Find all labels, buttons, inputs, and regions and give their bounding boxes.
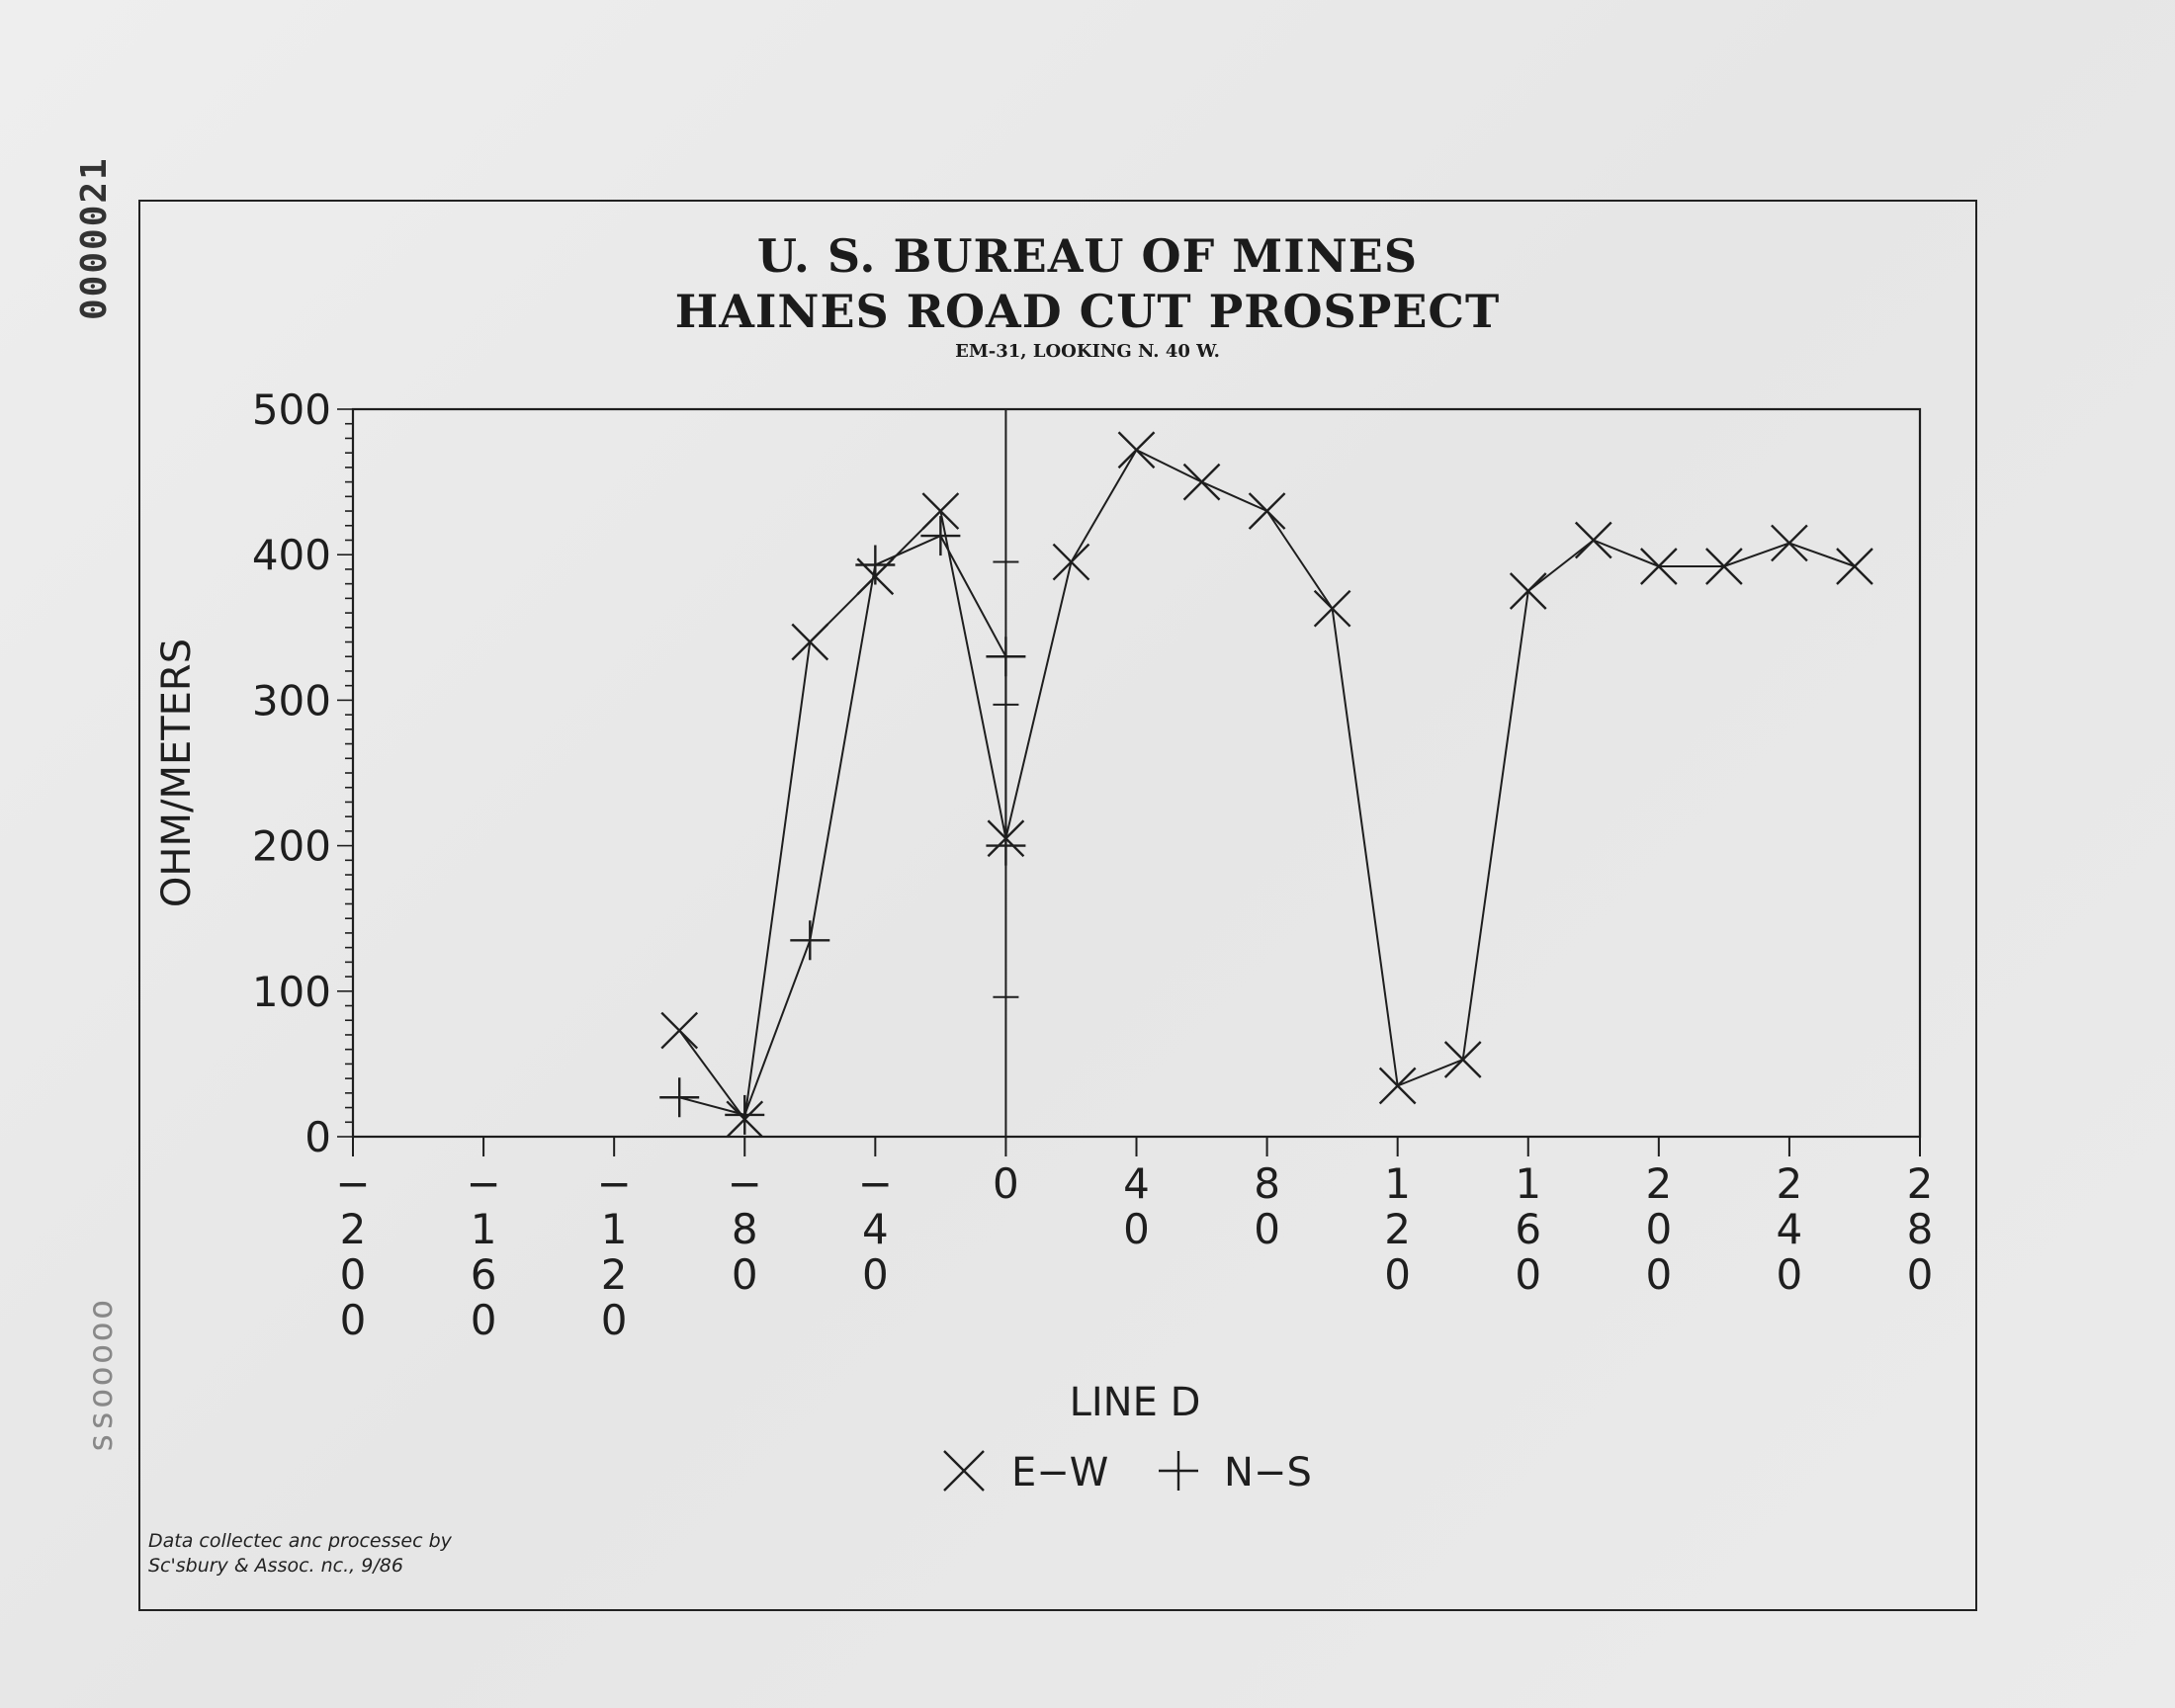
marker-x-ew: [1574, 521, 1612, 559]
marker-x-ew: [1248, 492, 1286, 530]
marker-x-ew: [791, 623, 829, 661]
y-tick-label: 300: [252, 676, 331, 725]
y-tick-label: 400: [252, 531, 331, 579]
marker-plus-ns: [659, 1077, 700, 1118]
y-tick-label: 100: [252, 968, 331, 1016]
legend-label-ns: N−S: [1224, 1450, 1312, 1495]
figure-frame: [138, 200, 1977, 1611]
series-line-n-s: [678, 534, 1007, 1117]
marker-x-ew: [1639, 548, 1678, 585]
x-tick-label: −8 0: [728, 1159, 762, 1299]
x-tick-label: 0: [993, 1159, 1019, 1208]
marker-plus-ns: [790, 920, 830, 961]
marker-x-ew: [1378, 1067, 1417, 1105]
marker-x-ew: [1313, 589, 1351, 628]
marker-x-ew: [1836, 548, 1873, 585]
x-tick-label: −1 2 0: [597, 1159, 632, 1344]
marker-plus-ns: [986, 637, 1026, 677]
chart-subtitle: HAINES ROAD CUT PROSPECT: [674, 285, 1501, 338]
marker-x-ew: [1705, 548, 1743, 585]
x-axis-label: LINE D: [1070, 1380, 1201, 1425]
marker-x-ew: [1117, 431, 1156, 470]
marker-x-ew: [1182, 463, 1221, 501]
marker-x-ew: [1509, 572, 1547, 610]
y-axis-label: OHM/METERS: [154, 639, 200, 907]
y-tick-label: 0: [304, 1113, 331, 1161]
x-tick-label: −4 0: [858, 1159, 893, 1299]
y-tick-label: 500: [252, 385, 331, 434]
legend-label-ew: E−W: [1011, 1450, 1108, 1495]
series-line-e-w: [678, 448, 1856, 1122]
marker-plus-ns: [855, 545, 896, 585]
credit-line-2: Sc'sbury & Assoc. nc., 9/86: [148, 1555, 403, 1577]
marker-x-ew: [1052, 543, 1090, 581]
plot-frame: [351, 407, 1922, 1139]
marker-plus-ns: [725, 1094, 765, 1135]
marker-x-ew: [1771, 524, 1808, 562]
x-tick-label: −1 6 0: [466, 1159, 500, 1344]
legend-marker-ew: [943, 1450, 985, 1492]
credit-line-1: Data collectec anc processec by: [148, 1530, 452, 1552]
chart-caption: EM-31, LOOKING N. 40 W.: [955, 341, 1220, 362]
marker-x-ew: [1443, 1041, 1482, 1078]
legend-marker-ns: [1159, 1451, 1198, 1491]
marker-plus-ns: [920, 516, 961, 556]
marker-x-ew: [660, 1011, 699, 1050]
x-tick-label: −2 0 0: [335, 1159, 370, 1344]
data-credit: Data collectec anc processec by Sc'sbury…: [148, 1529, 452, 1579]
chart-title: U. S. BUREAU OF MINES: [756, 229, 1419, 283]
marker-x-ew: [921, 492, 960, 530]
y-tick-label: 200: [252, 822, 331, 871]
marker-plus-ns: [986, 825, 1026, 866]
